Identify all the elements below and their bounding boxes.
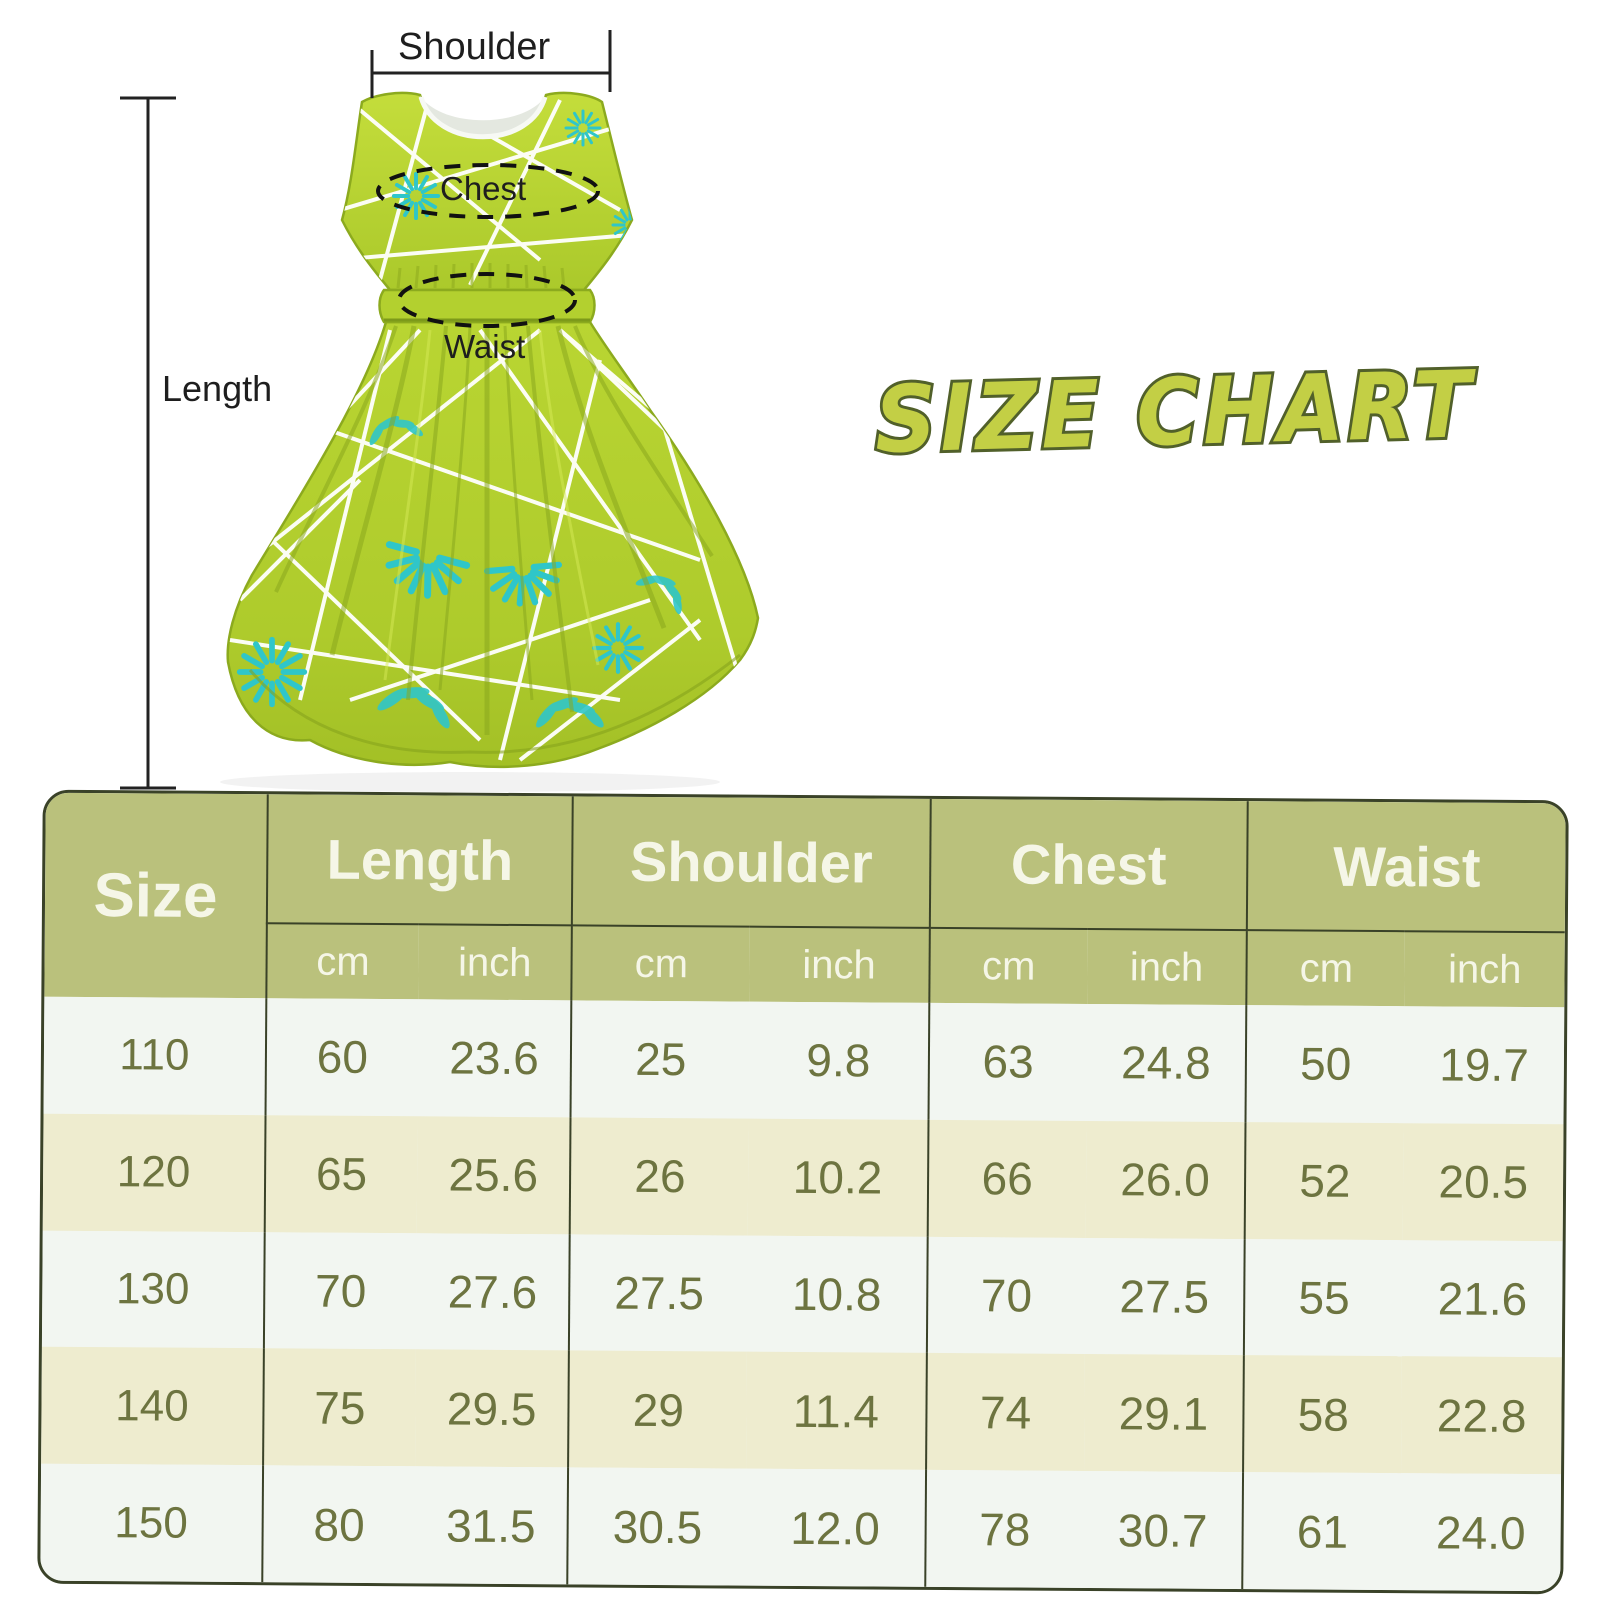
table-row: 140 75 29.5 29 11.4 74 29.1 58 22.8 <box>41 1347 1562 1475</box>
value-cell: 61 <box>1296 1505 1349 1558</box>
value-cell: 52 <box>1299 1154 1351 1208</box>
value-cell: 27.6 <box>415 1232 571 1351</box>
shoulder-label: Shoulder <box>398 26 551 68</box>
size-chart-table: Size Length Shoulder Chest Waist cm inch… <box>37 789 1569 1595</box>
unit-label-inch: inch <box>1087 928 1248 1006</box>
value-cell: 19.7 <box>1439 1038 1530 1092</box>
unit-label-cm: cm <box>1246 930 1406 1007</box>
value-cell: 22.8 <box>1436 1389 1527 1442</box>
table-row: 110 60 23.6 25 9.8 63 24.8 50 19.7 <box>43 996 1565 1125</box>
value-cell: 20.5 <box>1438 1155 1529 1209</box>
value-cell: 30.5 <box>612 1500 703 1553</box>
value-cell: 23.6 <box>417 999 572 1118</box>
value-cell: 10.8 <box>747 1235 928 1354</box>
chest-measure-ellipse <box>376 163 600 219</box>
value-cell: 24.8 <box>1086 1003 1247 1122</box>
table-header-row: Size Length Shoulder Chest Waist <box>44 792 1566 999</box>
table-row: 150 80 31.5 30.5 12.0 78 30.7 61 24.0 <box>40 1463 1562 1592</box>
chest-label: Chest <box>440 170 527 207</box>
unit-label-inch: inch <box>418 924 573 1001</box>
size-value: 130 <box>41 1230 265 1349</box>
value-cell: 65 <box>315 1147 368 1201</box>
value-cell: 9.8 <box>748 1001 929 1120</box>
table-units-row: cm inch cm inch cm inch cm inch <box>44 922 1565 1008</box>
unit-label-inch: inch <box>1404 931 1565 1008</box>
value-cell: 70 <box>980 1269 1033 1322</box>
value-cell: 30.7 <box>1082 1471 1244 1590</box>
dress-pattern <box>228 94 758 762</box>
dress-neckline <box>418 96 548 140</box>
value-cell: 12.0 <box>745 1468 926 1587</box>
value-cell: 27.5 <box>614 1266 705 1320</box>
value-cell: 26 <box>634 1150 686 1203</box>
length-label: Length <box>162 368 273 409</box>
value-cell: 63 <box>982 1035 1034 1088</box>
unit-label-inch: inch <box>749 926 930 1003</box>
value-cell: 24.0 <box>1435 1506 1526 1559</box>
value-cell: 75 <box>314 1381 366 1434</box>
value-cell: 50 <box>1299 1037 1352 1091</box>
length-measure-line <box>120 96 176 790</box>
size-value: 140 <box>41 1347 264 1466</box>
value-cell: 29.5 <box>414 1349 570 1468</box>
shoulder-measure-line <box>370 30 612 98</box>
size-value: 120 <box>42 1113 266 1232</box>
value-cell: 74 <box>979 1386 1032 1439</box>
value-cell: 21.6 <box>1437 1272 1528 1326</box>
column-header-length: Length <box>266 794 574 926</box>
column-header-size: Size <box>44 792 268 999</box>
table-row: 120 65 25.6 26 10.2 66 26.0 52 20.5 <box>42 1113 1564 1241</box>
size-chart-title: SIZE CHART <box>871 348 1482 477</box>
column-header-shoulder: Shoulder <box>572 796 931 928</box>
value-cell: 10.2 <box>747 1118 929 1237</box>
table-row: 130 70 27.6 27.5 10.8 70 27.5 55 21.6 <box>41 1230 1563 1358</box>
value-cell: 80 <box>313 1498 365 1551</box>
size-value: 110 <box>43 996 267 1116</box>
waist-measure-ellipse <box>397 272 577 328</box>
value-cell: 31.5 <box>414 1466 569 1585</box>
value-cell: 29.1 <box>1083 1354 1245 1473</box>
dress-illustration <box>120 30 760 792</box>
size-chart-title-text: SIZE CHART <box>874 351 1479 474</box>
size-value: 150 <box>40 1463 263 1583</box>
value-cell: 58 <box>1297 1388 1350 1441</box>
value-cell: 55 <box>1298 1271 1350 1324</box>
value-cell: 29 <box>632 1383 685 1436</box>
value-cell: 25.6 <box>416 1116 571 1234</box>
value-cell: 27.5 <box>1084 1237 1245 1356</box>
column-header-waist: Waist <box>1247 801 1566 933</box>
value-cell: 25 <box>634 1033 687 1086</box>
value-cell: 60 <box>316 1030 369 1084</box>
value-cell: 26.0 <box>1085 1120 1246 1239</box>
waist-label: Waist <box>444 328 526 365</box>
value-cell: 78 <box>979 1502 1031 1556</box>
column-header-chest: Chest <box>929 798 1249 931</box>
value-cell: 66 <box>981 1152 1034 1205</box>
value-cell: 11.4 <box>746 1352 927 1471</box>
unit-label-cm: cm <box>266 923 419 1000</box>
value-cell: 70 <box>314 1264 367 1317</box>
unit-label-cm: cm <box>571 925 751 1002</box>
unit-label-cm: cm <box>928 927 1088 1004</box>
